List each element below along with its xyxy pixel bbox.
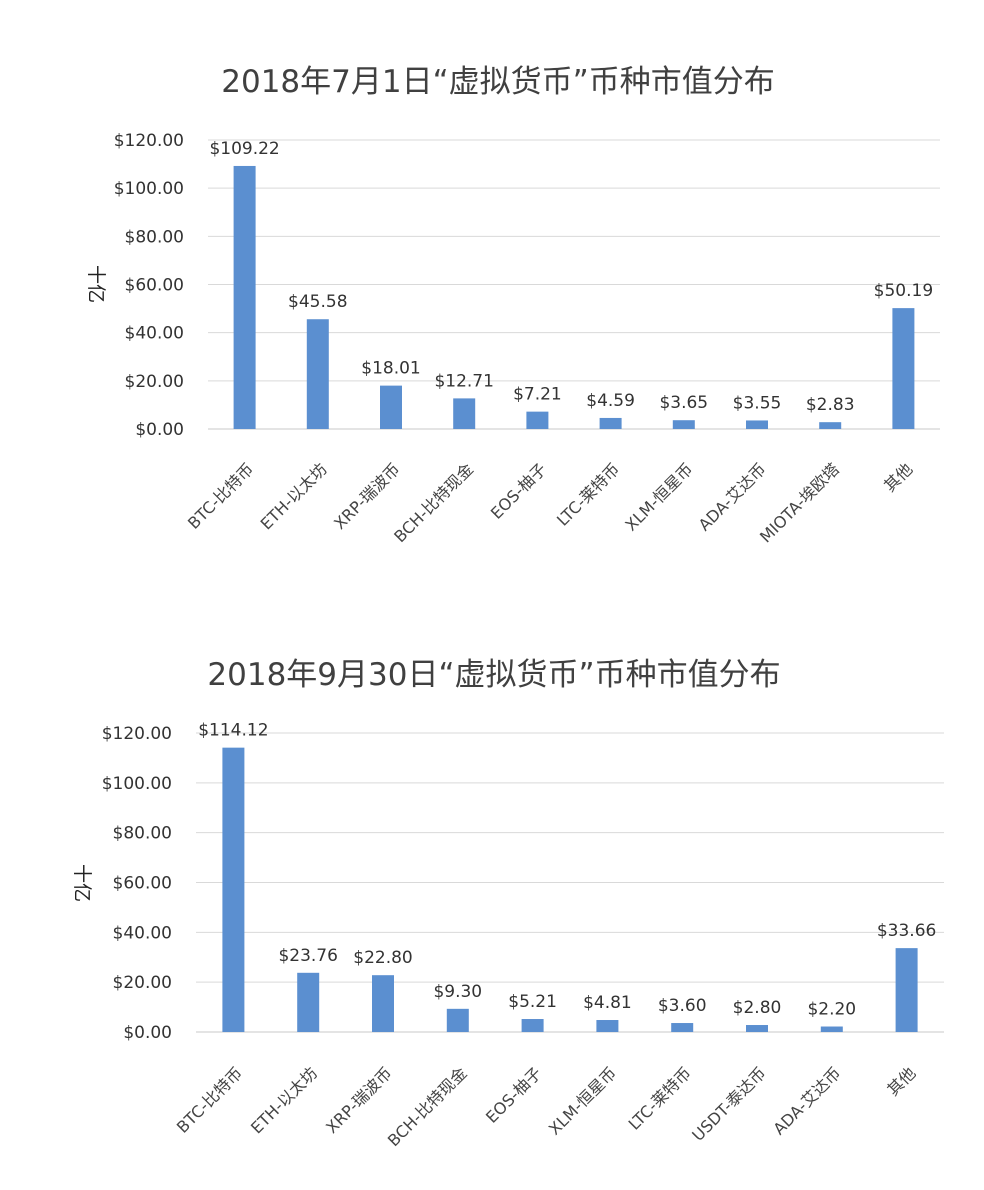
bar: [526, 411, 549, 429]
bar: [820, 1026, 843, 1032]
x-tick-label: LTC-莱特币: [625, 1063, 695, 1133]
y-tick-label: $80.00: [113, 824, 172, 844]
y-tick-label: $40.00: [113, 923, 172, 943]
y-tick-label: $80.00: [125, 227, 184, 247]
bar: [233, 165, 256, 429]
bar: [222, 747, 245, 1032]
x-tick-label: XRP-瑞波币: [330, 459, 404, 533]
x-tick-label: 其他: [883, 1063, 919, 1099]
data-label: $5.21: [508, 992, 557, 1012]
x-tick-label: ETH-以太坊: [247, 1063, 321, 1137]
bar: [380, 385, 402, 429]
data-label: $22.80: [353, 948, 412, 968]
bar: [306, 319, 329, 429]
y-tick-label: $120.00: [114, 131, 184, 151]
y-tick-label: $0.00: [135, 420, 184, 440]
data-label: $9.30: [433, 982, 482, 1002]
data-label: $2.20: [807, 1000, 856, 1020]
data-label: $4.59: [586, 391, 635, 411]
bar: [596, 1020, 619, 1032]
y-tick-label: $120.00: [102, 724, 172, 744]
bar: [372, 975, 394, 1032]
data-label: $23.76: [278, 946, 337, 966]
data-label: $33.66: [877, 921, 936, 941]
data-label: $12.71: [434, 371, 493, 391]
data-label: $3.65: [659, 393, 708, 413]
y-tick-label: $100.00: [114, 179, 184, 199]
data-label: $50.19: [874, 281, 933, 301]
chart-title: 2018年7月1日“虚拟货币”币种市值分布: [221, 64, 774, 100]
data-label: $2.83: [806, 395, 855, 415]
data-label: $114.12: [198, 721, 268, 741]
data-label: $45.58: [288, 292, 347, 312]
bar: [895, 948, 918, 1032]
x-tick-label: BCH-比特现金: [384, 1063, 471, 1150]
x-tick-label: LTC-莱特币: [553, 459, 623, 529]
data-label: $4.81: [583, 993, 632, 1013]
y-tick-label: $40.00: [125, 324, 184, 344]
bar: [672, 420, 695, 429]
data-label: $18.01: [361, 359, 420, 379]
bar: [446, 1008, 469, 1032]
x-tick-label: EOS-柚子: [482, 1063, 545, 1126]
bar: [599, 417, 622, 429]
data-label: $3.60: [658, 996, 707, 1016]
chart-september: 2018年9月30日“虚拟货币”币种市值分布 十亿 $0.00 $20.00 $40…: [71, 657, 944, 1150]
bar: [746, 420, 768, 429]
bar: [671, 1023, 694, 1032]
x-tick-label: USDT-泰达币: [688, 1063, 770, 1145]
data-label: $3.55: [733, 393, 782, 413]
data-label: $109.22: [209, 139, 279, 159]
x-tick-label: EOS-柚子: [487, 459, 550, 522]
x-tick-label: XLM-恒星币: [545, 1063, 620, 1138]
bar: [892, 308, 915, 429]
x-tick-label: BTC-比特币: [173, 1063, 246, 1136]
bar: [521, 1019, 544, 1032]
y-axis-label: 十亿: [71, 864, 93, 902]
bar: [746, 1025, 768, 1032]
x-tick-label: ADA-艾达币: [769, 1063, 844, 1138]
x-tick-label: 其他: [880, 459, 916, 495]
bar: [297, 972, 320, 1032]
y-tick-label: $60.00: [125, 276, 184, 296]
x-tick-label: ADA-艾达币: [695, 459, 770, 534]
x-tick-label: ETH-以太坊: [257, 459, 331, 533]
x-tick-label: BTC-比特币: [184, 459, 257, 532]
chart-july: 2018年7月1日“虚拟货币”币种市值分布 十亿 $0.00 $20.00 $40.…: [85, 64, 940, 546]
x-tick-label: XLM-恒星币: [621, 459, 696, 534]
x-tick-label: XRP-瑞波币: [322, 1063, 396, 1137]
y-tick-label: $0.00: [123, 1023, 172, 1043]
y-tick-label: $100.00: [102, 774, 172, 794]
bar: [453, 398, 476, 429]
bar: [819, 422, 842, 429]
y-tick-label: $20.00: [113, 973, 172, 993]
y-axis-label: 十亿: [85, 265, 107, 303]
y-tick-label: $60.00: [113, 874, 172, 894]
data-label: $7.21: [513, 385, 562, 405]
chart-title: 2018年9月30日“虚拟货币”币种市值分布: [207, 657, 780, 693]
data-label: $2.80: [733, 998, 782, 1018]
y-tick-label: $20.00: [125, 372, 184, 392]
